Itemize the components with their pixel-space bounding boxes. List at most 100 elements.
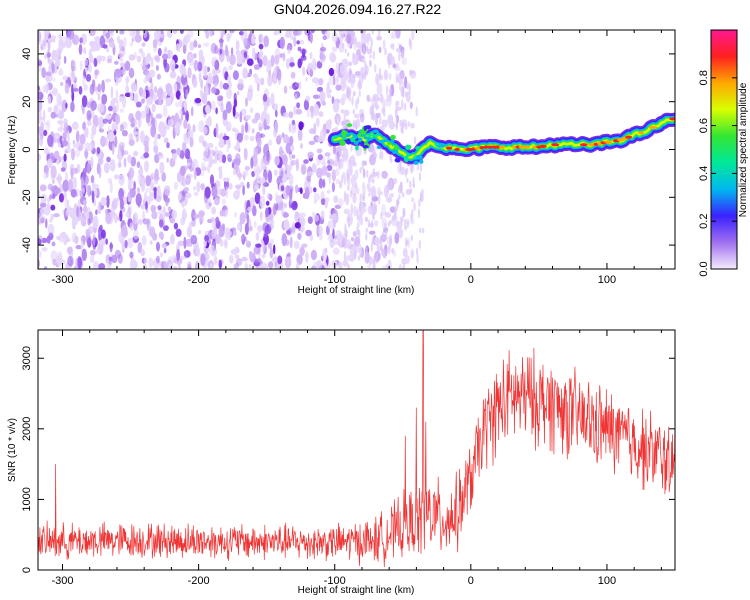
ridge-peak bbox=[532, 145, 538, 149]
noise-speckle bbox=[354, 113, 360, 119]
noise-speckle bbox=[157, 185, 161, 195]
noise-speckle bbox=[332, 100, 340, 113]
noise-speckle bbox=[343, 208, 351, 215]
noise-speckle bbox=[233, 98, 238, 108]
noise-speckle bbox=[385, 212, 392, 218]
noise-speckle bbox=[164, 46, 167, 53]
noise-speckle bbox=[130, 156, 137, 167]
noise-speckle bbox=[60, 167, 66, 172]
noise-speckle bbox=[300, 163, 307, 175]
noise-speckle bbox=[270, 54, 275, 67]
noise-speckle bbox=[99, 35, 106, 49]
noise-speckle bbox=[72, 121, 79, 130]
noise-speckle bbox=[93, 43, 99, 52]
noise-speckle bbox=[105, 32, 111, 39]
noise-speckle bbox=[70, 101, 75, 113]
noise-speckle bbox=[350, 143, 353, 152]
noise-speckle bbox=[142, 263, 147, 269]
ridge-peak bbox=[454, 147, 461, 152]
noise-speckle bbox=[415, 106, 418, 117]
noise-speckle bbox=[394, 206, 397, 218]
noise-speckle bbox=[369, 59, 372, 68]
noise-speckle bbox=[346, 185, 350, 191]
noise-speckle bbox=[313, 193, 321, 202]
noise-speckle bbox=[161, 172, 166, 182]
noise-speckle bbox=[85, 67, 88, 74]
noise-speckle bbox=[198, 230, 201, 235]
noise-speckle bbox=[54, 103, 61, 116]
noise-speckle bbox=[345, 239, 352, 249]
noise-speckle bbox=[200, 171, 205, 177]
noise-speckle bbox=[418, 239, 421, 250]
noise-speckle bbox=[293, 240, 300, 249]
noise-speckle bbox=[369, 187, 375, 194]
noise-speckle bbox=[265, 200, 270, 206]
noise-speckle bbox=[353, 250, 357, 260]
ridge-peak bbox=[625, 135, 633, 139]
noise-speckle bbox=[343, 175, 347, 186]
noise-speckle bbox=[352, 31, 355, 39]
noise-speckle bbox=[282, 52, 286, 62]
noise-speckle bbox=[199, 89, 204, 98]
noise-speckle bbox=[352, 52, 355, 59]
noise-speckle bbox=[327, 219, 334, 230]
noise-speckle bbox=[94, 69, 100, 76]
noise-speckle bbox=[246, 240, 251, 248]
noise-speckle bbox=[118, 187, 124, 201]
noise-speckle bbox=[54, 150, 60, 159]
noise-speckle bbox=[215, 216, 220, 224]
noise-speckle bbox=[338, 159, 342, 170]
noise-speckle bbox=[283, 219, 290, 231]
noise-speckle bbox=[407, 237, 411, 249]
noise-speckle bbox=[108, 256, 113, 261]
noise-speckle bbox=[406, 221, 410, 228]
x-tick-label: -100 bbox=[324, 274, 346, 286]
noise-speckle bbox=[356, 226, 359, 235]
noise-speckle bbox=[87, 120, 92, 127]
noise-speckle bbox=[73, 143, 80, 149]
noise-speckle bbox=[282, 134, 289, 144]
noise-speckle bbox=[241, 256, 248, 262]
noise-speckle bbox=[281, 154, 288, 166]
noise-speckle bbox=[320, 46, 327, 52]
noise-speckle bbox=[119, 108, 124, 114]
noise-speckle bbox=[322, 248, 328, 261]
noise-speckle bbox=[60, 81, 64, 87]
noise-speckle bbox=[105, 114, 112, 120]
noise-speckle bbox=[248, 263, 252, 269]
ridge-peak bbox=[522, 145, 531, 149]
noise-speckle bbox=[257, 83, 260, 92]
y-tick-label: 3000 bbox=[21, 346, 33, 370]
noise-speckle bbox=[411, 197, 414, 203]
noise-speckle bbox=[408, 37, 412, 47]
noise-speckle bbox=[327, 93, 332, 99]
noise-speckle bbox=[395, 122, 398, 128]
noise-speckle bbox=[273, 244, 276, 255]
noise-speckle bbox=[156, 73, 161, 80]
noise-speckle bbox=[47, 106, 52, 113]
noise-speckle bbox=[215, 123, 219, 135]
noise-speckle bbox=[133, 229, 139, 240]
noise-speckle bbox=[72, 214, 79, 226]
noise-speckle bbox=[50, 165, 57, 179]
noise-speckle bbox=[272, 68, 278, 80]
noise-speckle bbox=[293, 105, 297, 116]
noise-speckle bbox=[399, 181, 403, 194]
noise-speckle bbox=[412, 70, 415, 76]
noise-speckle bbox=[342, 260, 349, 267]
noise-speckle bbox=[50, 250, 58, 262]
noise-speckle bbox=[236, 132, 243, 143]
noise-speckle bbox=[100, 197, 107, 206]
noise-speckle bbox=[389, 233, 392, 246]
noise-speckle bbox=[83, 47, 87, 55]
noise-speckle bbox=[181, 200, 188, 207]
noise-speckle bbox=[86, 163, 91, 174]
noise-speckle bbox=[58, 38, 64, 47]
noise-speckle bbox=[155, 195, 162, 203]
noise-speckle bbox=[304, 181, 311, 187]
noise-speckle bbox=[317, 154, 323, 161]
noise-speckle bbox=[326, 172, 331, 178]
noise-speckle bbox=[224, 238, 228, 249]
noise-speckle bbox=[324, 152, 331, 157]
noise-speckle bbox=[254, 192, 261, 205]
